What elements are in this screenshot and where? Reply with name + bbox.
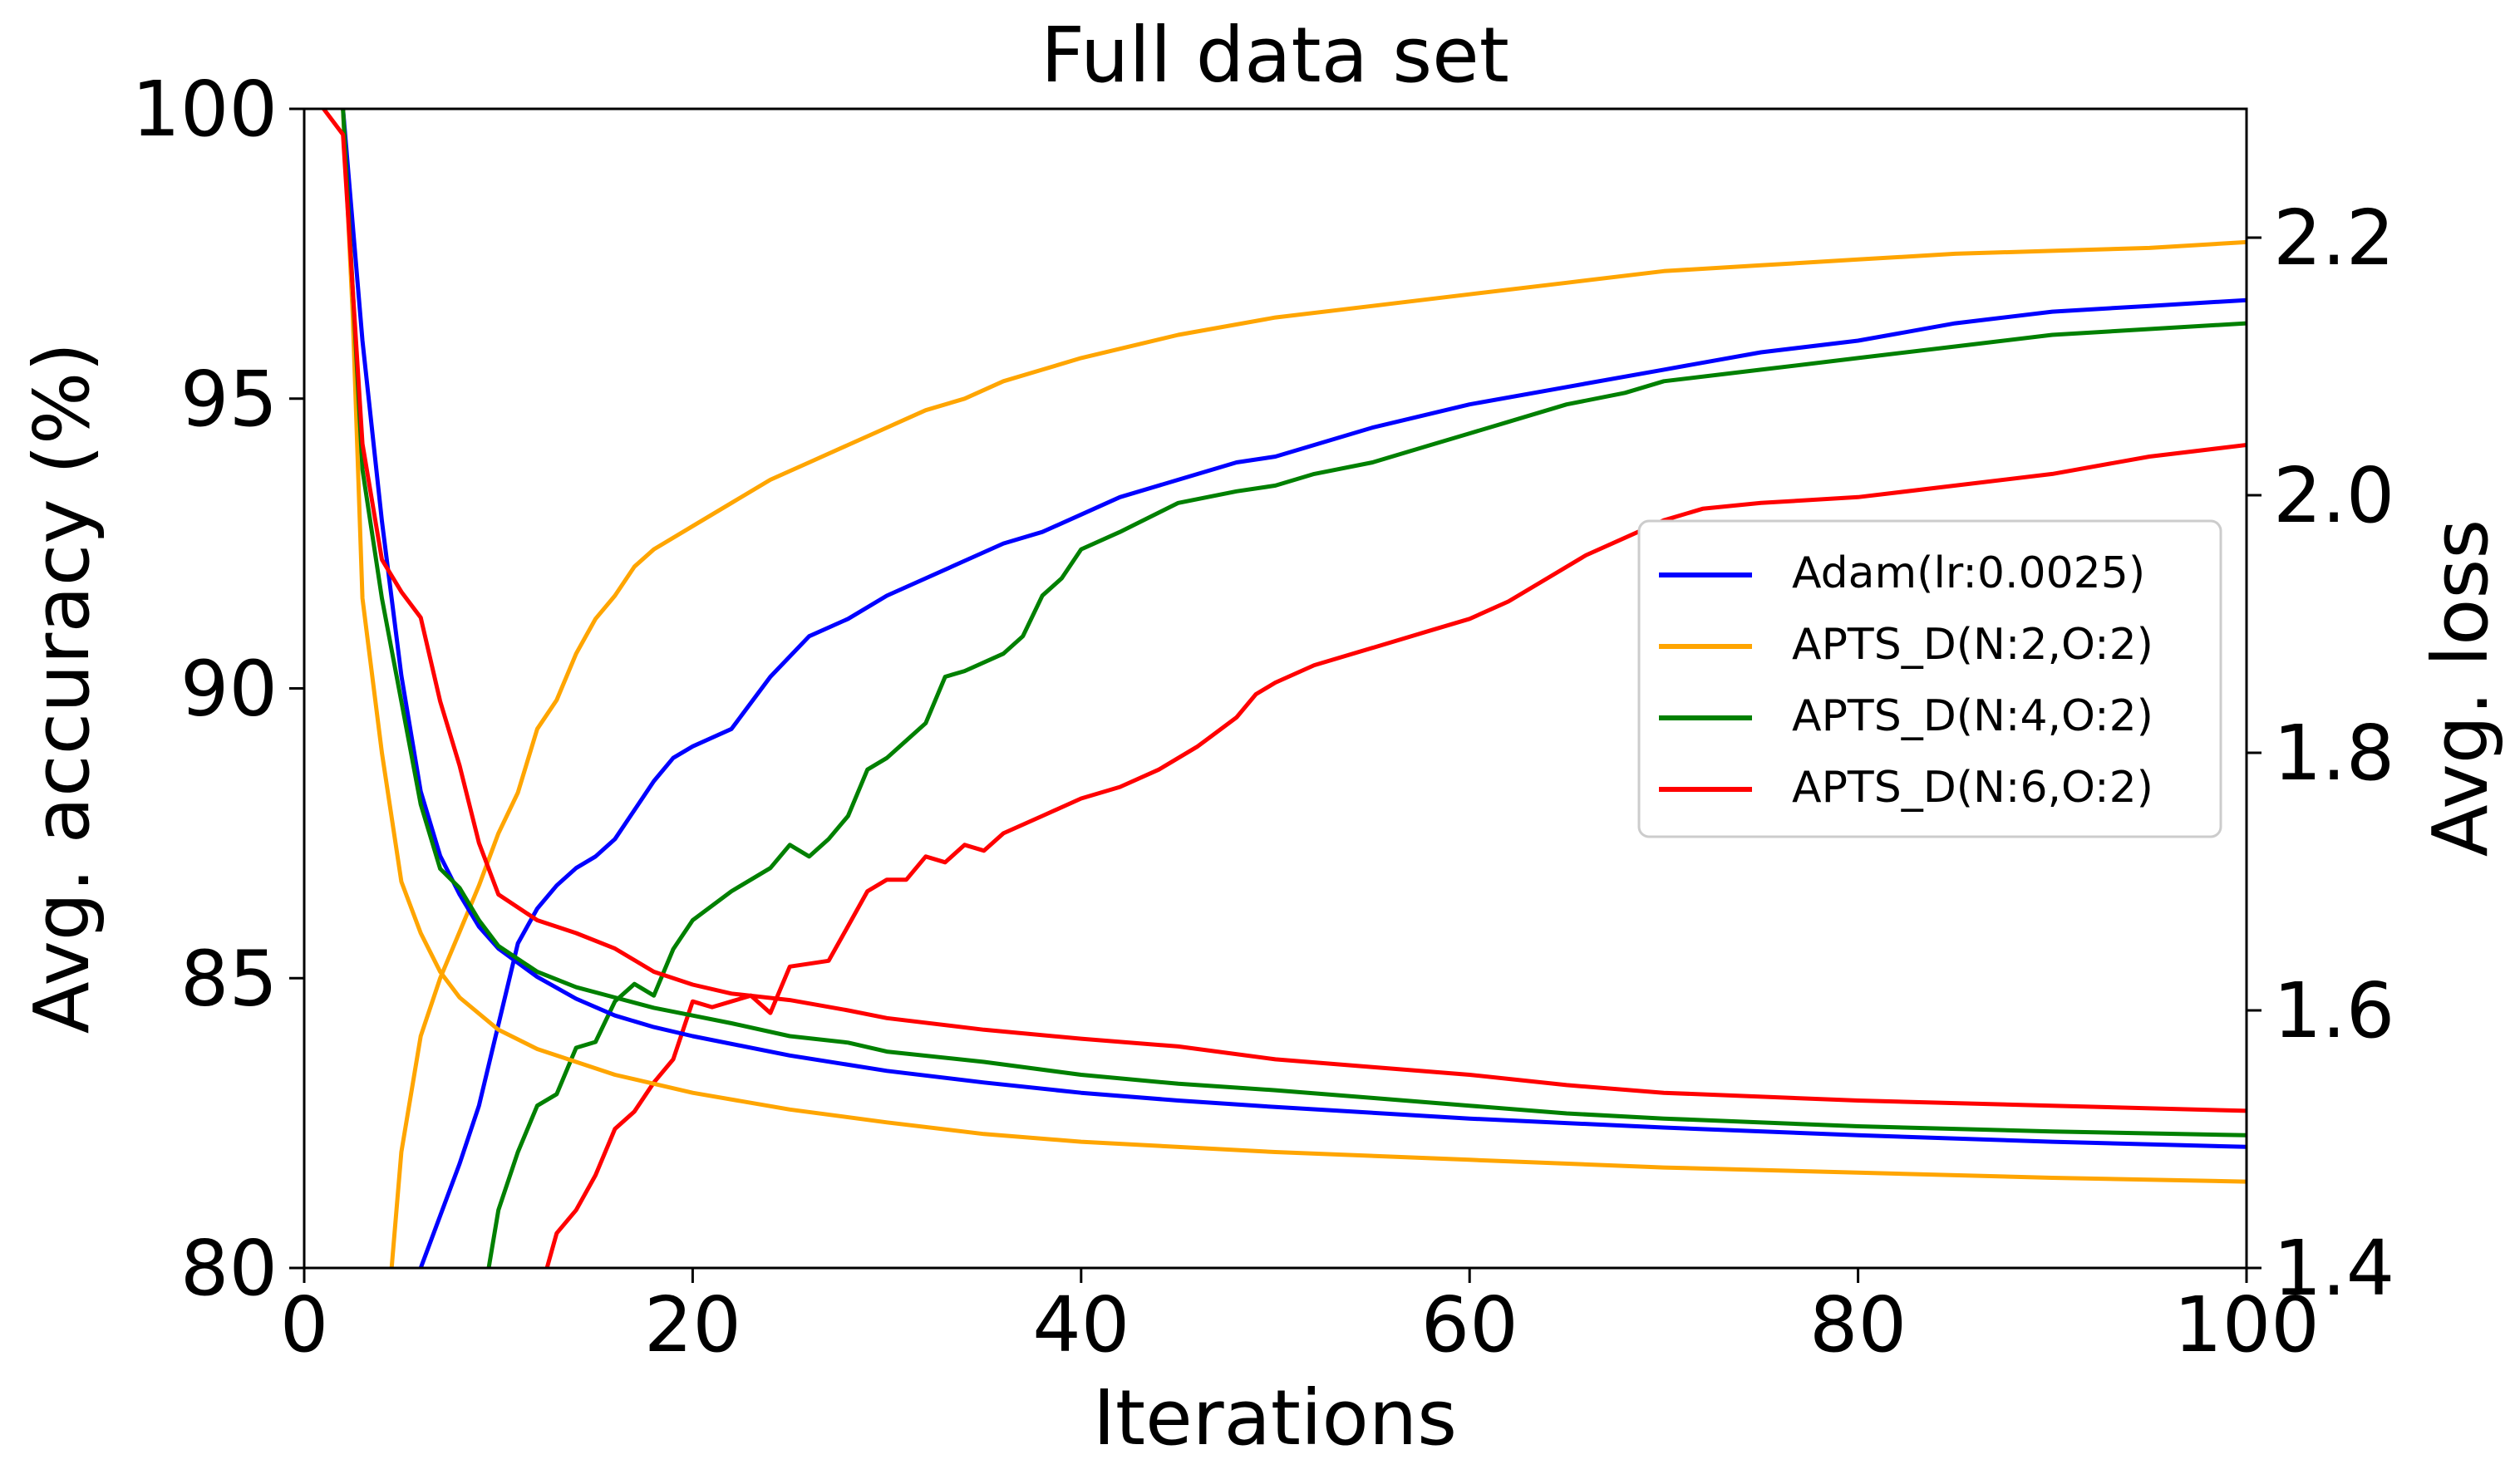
loss-line <box>341 109 2247 1149</box>
accuracy-line <box>486 321 2247 1268</box>
legend-label: APTS_D(N:4,O:2) <box>1792 691 2153 741</box>
x-tick-label: 20 <box>644 1280 741 1369</box>
x-axis-label: Iterations <box>1093 1373 1457 1462</box>
y-axis-label: Avg. accuracy (%) <box>17 342 106 1034</box>
y-tick-label: 95 <box>180 355 278 444</box>
x-tick-label: 60 <box>1421 1280 1518 1369</box>
y-tick-label: 100 <box>131 65 278 154</box>
legend-label: APTS_D(N:6,O:2) <box>1792 763 2153 813</box>
legend-entry: APTS_D(N:2,O:2) <box>1659 620 2153 670</box>
legend-box <box>1637 519 2222 838</box>
loss-line <box>341 109 2247 1184</box>
loss-line <box>341 109 2247 1138</box>
legend-label: APTS_D(N:2,O:2) <box>1792 620 2153 670</box>
y2-tick-label: 2.0 <box>2273 451 2394 540</box>
chart-title: Full data set <box>1041 11 1509 100</box>
x-tick-label: 40 <box>1032 1280 1130 1369</box>
y2-axis-label: Avg. loss <box>2416 519 2505 857</box>
x-tick-label: 0 <box>280 1280 329 1369</box>
series-layer <box>322 109 2247 1268</box>
accuracy-line <box>389 239 2247 1268</box>
legend: Adam(lr:0.0025) APTS_D(N:2,O:2) APTS_D(N… <box>1637 519 2222 838</box>
legend-entry: Adam(lr:0.0025) <box>1659 548 2145 598</box>
accuracy-line <box>418 297 2247 1268</box>
y2-tick-label: 1.8 <box>2273 709 2394 798</box>
y-tick-label: 80 <box>180 1224 278 1313</box>
legend-entry: APTS_D(N:4,O:2) <box>1659 691 2153 741</box>
y2-tick-label: 2.2 <box>2273 194 2394 283</box>
y-axis-left: 80 85 90 95 100 <box>131 65 304 1313</box>
loss-line <box>322 109 2247 1113</box>
y-tick-label: 90 <box>180 645 278 734</box>
x-axis: 0 20 40 60 80 100 <box>280 1268 2320 1369</box>
y2-tick-label: 1.6 <box>2273 966 2394 1055</box>
x-tick-label: 80 <box>1809 1280 1907 1369</box>
legend-entry: APTS_D(N:6,O:2) <box>1659 763 2153 813</box>
legend-label: Adam(lr:0.0025) <box>1792 548 2145 598</box>
y-axis-right: 1.4 1.6 1.8 2.0 2.2 <box>2247 194 2394 1313</box>
x-tick-label: 100 <box>2173 1280 2320 1369</box>
y-tick-label: 85 <box>180 934 278 1023</box>
y2-tick-label: 1.4 <box>2273 1224 2394 1313</box>
